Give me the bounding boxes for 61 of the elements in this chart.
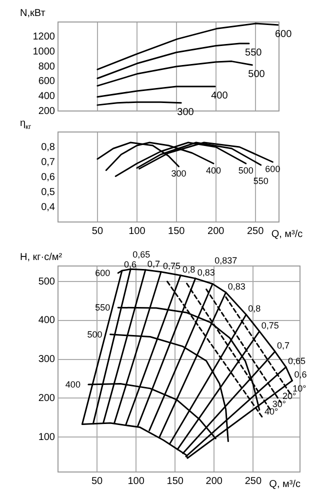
x-tick-label: 150 [168, 226, 186, 237]
x-tick-label: 50 [91, 476, 104, 487]
series-label: 10° [292, 383, 307, 394]
series-label: 30° [272, 398, 286, 409]
series-label: 0,75 [163, 260, 181, 271]
series-label: 0,83 [197, 267, 215, 278]
y-tick-label: 200 [38, 392, 56, 404]
series-label: 500 [238, 166, 254, 176]
x-tick-label: 150 [166, 476, 184, 487]
x-tick-label: 200 [206, 476, 223, 487]
series-label: 0,65 [132, 249, 150, 260]
y-tick-label: 400 [38, 315, 56, 326]
series-label: 550 [95, 302, 110, 313]
y-tick-label: 800 [38, 61, 56, 72]
y-tick-label: 0,7 [41, 156, 56, 168]
y-tick-label: 300 [38, 354, 56, 366]
series-label: 0,6 [124, 260, 137, 270]
y-tick-label: 200 [38, 106, 56, 117]
series-label: 0,6 [294, 370, 307, 380]
x-tick-label: 250 [246, 226, 264, 237]
x-tick-label: 100 [128, 476, 145, 487]
x-tick-label: 250 [244, 476, 262, 487]
x-tick-label: 200 [208, 226, 225, 237]
x-tick-label: 50 [92, 226, 104, 237]
series-label: 0,8 [248, 304, 261, 314]
series-label: 300 [171, 168, 186, 178]
text: 0,837 [214, 255, 238, 266]
series-label: 300 [177, 106, 194, 118]
y-axis-title: H, кг·с/м² [20, 252, 63, 263]
series-label: 500 [248, 69, 266, 80]
series-label: 20° [282, 391, 296, 402]
series-label: 400 [65, 380, 80, 390]
y-tick-label: 0,8 [41, 142, 56, 153]
y-axis-title: N,кВт [20, 8, 46, 19]
series-label: 600 [95, 268, 110, 278]
x-axis-title: Q, м³/с [271, 229, 303, 240]
series-label: 0,75 [261, 320, 279, 330]
y-tick-label: 0,5 [41, 186, 56, 198]
series-label: 0,8 [182, 264, 196, 274]
series-label: 600 [275, 28, 292, 40]
y-tick-label: 1200 [32, 32, 56, 43]
series-label: 500 [87, 329, 102, 340]
y-tick-label: 0,6 [41, 172, 56, 183]
series-label: 0,7 [277, 340, 290, 351]
series-label: 400 [211, 90, 228, 102]
series-label: 0,7 [147, 258, 160, 269]
series-label: 600 [265, 164, 280, 174]
series-label: 550 [253, 176, 268, 186]
y-tick-label: 0,4 [41, 202, 56, 213]
series-label: 0,83 [228, 281, 246, 292]
series-label: 40° [264, 406, 279, 417]
y-tick-label: 100 [38, 432, 56, 443]
series-label: 0,65 [288, 356, 306, 366]
series-label: 400 [206, 166, 222, 176]
y-tick-label: 600 [38, 76, 56, 88]
x-tick-label: 100 [128, 226, 146, 237]
y-tick-label: 1000 [32, 46, 56, 58]
x-axis-title: Q, м³/с [269, 479, 300, 490]
y-tick-label: 400 [38, 90, 56, 102]
y-tick-label: 500 [38, 276, 56, 288]
series-label: 550 [245, 48, 262, 59]
